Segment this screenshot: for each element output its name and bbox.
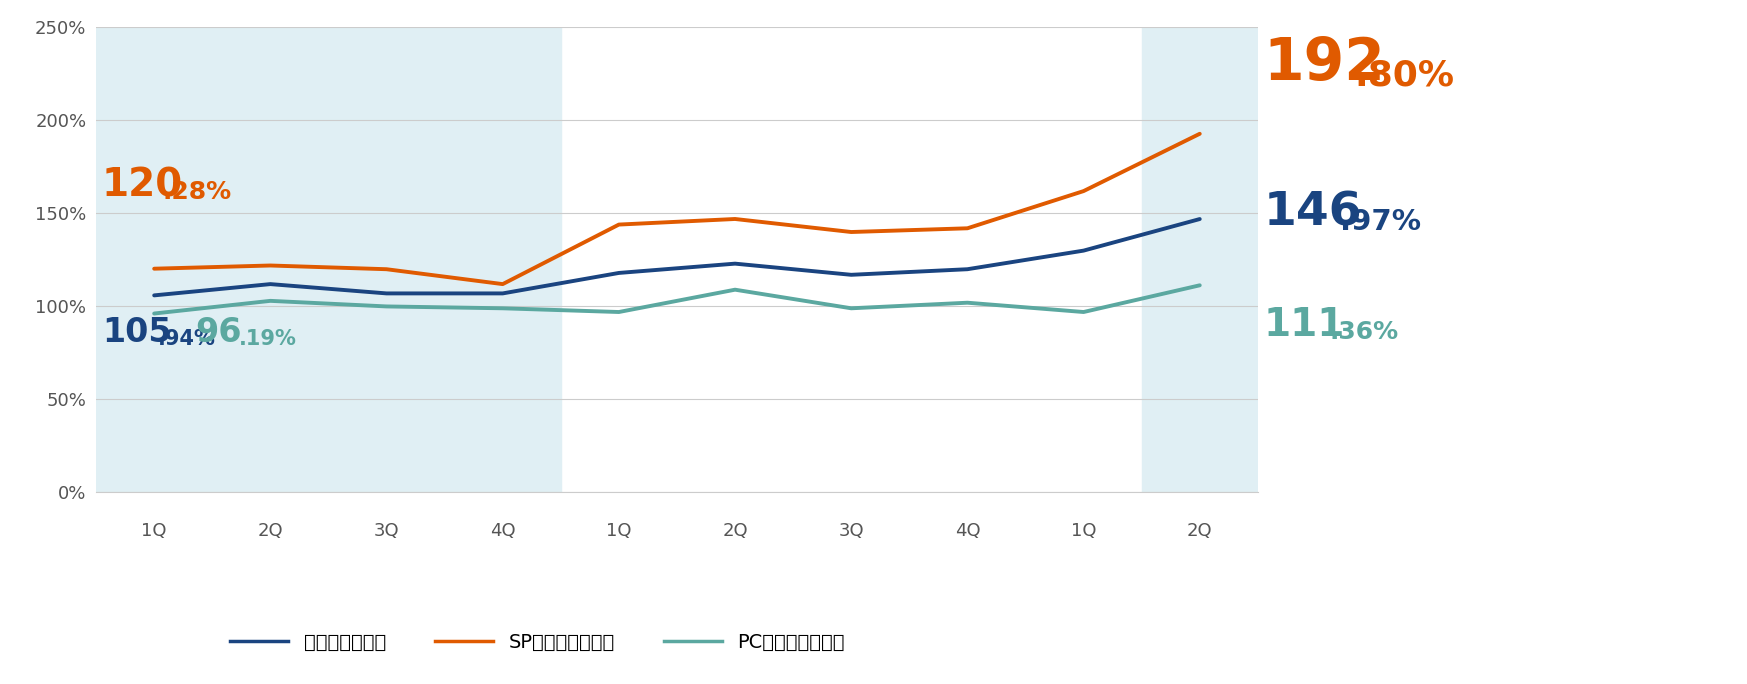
Text: 111: 111 (1263, 306, 1345, 343)
Text: 105: 105 (101, 316, 171, 350)
Text: .80%: .80% (1354, 58, 1454, 92)
Text: .94%: .94% (157, 329, 215, 350)
Text: .36%: .36% (1329, 319, 1399, 343)
Text: 146: 146 (1263, 191, 1363, 236)
Bar (96, 27, 561, 492)
Legend: 全体の受注件数, SP経由の受注件数, PC経由の受注件数: 全体の受注件数, SP経由の受注件数, PC経由の受注件数 (222, 625, 853, 659)
Text: .19%: .19% (239, 329, 297, 350)
Text: 192: 192 (1263, 36, 1385, 92)
Bar (1143, 27, 1258, 492)
Text: 96: 96 (196, 316, 241, 350)
Text: 120: 120 (101, 166, 183, 204)
Text: .28%: .28% (162, 180, 231, 204)
Bar (678, 27, 1025, 492)
Text: .97%: .97% (1340, 208, 1422, 236)
